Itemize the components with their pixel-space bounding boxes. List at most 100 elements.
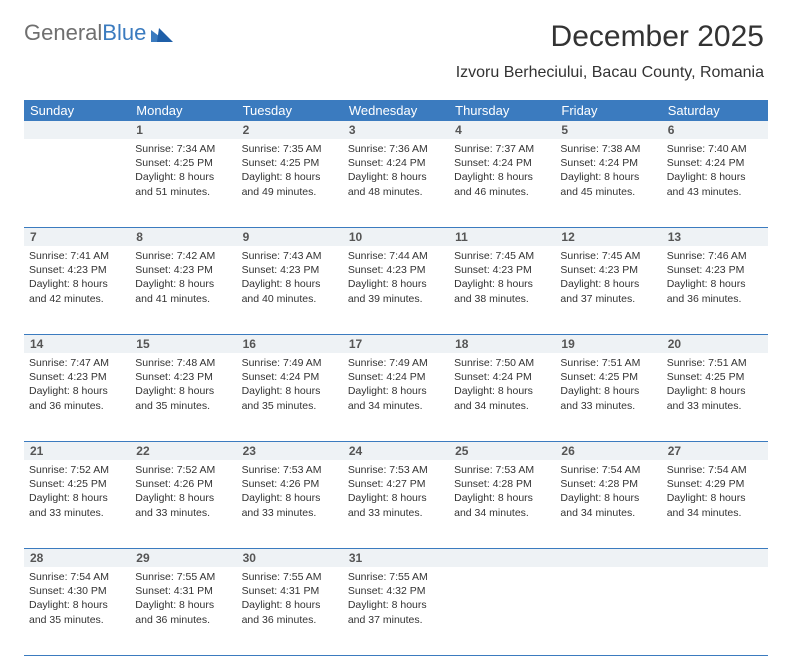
day-cell: Sunrise: 7:47 AMSunset: 4:23 PMDaylight:… [24,353,130,441]
dow-monday: Monday [130,100,236,121]
daynum-row: 78910111213 [24,228,768,246]
day-sunrise: Sunrise: 7:54 AM [560,463,656,477]
day-cell: Sunrise: 7:52 AMSunset: 4:26 PMDaylight:… [130,460,236,548]
day-sunrise: Sunrise: 7:46 AM [667,249,763,263]
day-cell: Sunrise: 7:53 AMSunset: 4:27 PMDaylight:… [343,460,449,548]
day-sunrise: Sunrise: 7:49 AM [348,356,444,370]
day-number: 14 [24,335,130,353]
day-daylight: Daylight: 8 hours and 46 minutes. [454,170,550,198]
day-cell: Sunrise: 7:48 AMSunset: 4:23 PMDaylight:… [130,353,236,441]
day-daylight: Daylight: 8 hours and 34 minutes. [454,384,550,412]
day-daylight: Daylight: 8 hours and 33 minutes. [242,491,338,519]
logo-text-general: General [24,20,102,46]
day-cell: Sunrise: 7:55 AMSunset: 4:31 PMDaylight:… [130,567,236,655]
day-daylight: Daylight: 8 hours and 45 minutes. [560,170,656,198]
day-sunset: Sunset: 4:24 PM [560,156,656,170]
day-number: 25 [449,442,555,460]
day-sunrise: Sunrise: 7:47 AM [29,356,125,370]
day-daylight: Daylight: 8 hours and 42 minutes. [29,277,125,305]
day-number: 16 [237,335,343,353]
day-daylight: Daylight: 8 hours and 49 minutes. [242,170,338,198]
calendar: Sunday Monday Tuesday Wednesday Thursday… [24,100,768,656]
day-sunset: Sunset: 4:24 PM [667,156,763,170]
day-sunrise: Sunrise: 7:45 AM [454,249,550,263]
day-sunset: Sunset: 4:29 PM [667,477,763,491]
day-sunrise: Sunrise: 7:42 AM [135,249,231,263]
daynum-row: 14151617181920 [24,335,768,353]
day-sunrise: Sunrise: 7:40 AM [667,142,763,156]
day-sunset: Sunset: 4:24 PM [348,156,444,170]
logo: General Blue [24,20,173,46]
day-number: 9 [237,228,343,246]
day-cell: Sunrise: 7:51 AMSunset: 4:25 PMDaylight:… [662,353,768,441]
day-number: . [662,549,768,567]
day-sunrise: Sunrise: 7:51 AM [667,356,763,370]
day-sunrise: Sunrise: 7:44 AM [348,249,444,263]
day-sunset: Sunset: 4:25 PM [667,370,763,384]
day-sunset: Sunset: 4:25 PM [242,156,338,170]
day-cell: Sunrise: 7:51 AMSunset: 4:25 PMDaylight:… [555,353,661,441]
day-sunset: Sunset: 4:25 PM [135,156,231,170]
day-sunset: Sunset: 4:24 PM [242,370,338,384]
day-number: 17 [343,335,449,353]
day-cell [662,567,768,655]
day-cell [449,567,555,655]
day-sunset: Sunset: 4:23 PM [560,263,656,277]
week-row: Sunrise: 7:52 AMSunset: 4:25 PMDaylight:… [24,460,768,549]
day-sunrise: Sunrise: 7:53 AM [348,463,444,477]
day-cell: Sunrise: 7:54 AMSunset: 4:28 PMDaylight:… [555,460,661,548]
day-sunset: Sunset: 4:25 PM [560,370,656,384]
day-daylight: Daylight: 8 hours and 33 minutes. [29,491,125,519]
day-daylight: Daylight: 8 hours and 33 minutes. [348,491,444,519]
day-sunset: Sunset: 4:24 PM [348,370,444,384]
day-cell: Sunrise: 7:53 AMSunset: 4:26 PMDaylight:… [237,460,343,548]
day-number: 19 [555,335,661,353]
day-sunrise: Sunrise: 7:45 AM [560,249,656,263]
day-sunset: Sunset: 4:23 PM [667,263,763,277]
day-daylight: Daylight: 8 hours and 34 minutes. [560,491,656,519]
logo-text-blue: Blue [102,20,146,46]
day-number: 30 [237,549,343,567]
day-number: . [24,121,130,139]
day-number: 20 [662,335,768,353]
daynum-row: 21222324252627 [24,442,768,460]
day-number: . [449,549,555,567]
day-sunset: Sunset: 4:26 PM [242,477,338,491]
day-cell: Sunrise: 7:37 AMSunset: 4:24 PMDaylight:… [449,139,555,227]
day-cell: Sunrise: 7:42 AMSunset: 4:23 PMDaylight:… [130,246,236,334]
day-daylight: Daylight: 8 hours and 33 minutes. [667,384,763,412]
day-sunrise: Sunrise: 7:49 AM [242,356,338,370]
day-sunset: Sunset: 4:23 PM [29,263,125,277]
dow-wednesday: Wednesday [343,100,449,121]
day-sunset: Sunset: 4:28 PM [560,477,656,491]
day-sunrise: Sunrise: 7:36 AM [348,142,444,156]
daynum-row: .123456 [24,121,768,139]
day-daylight: Daylight: 8 hours and 36 minutes. [29,384,125,412]
day-cell: Sunrise: 7:44 AMSunset: 4:23 PMDaylight:… [343,246,449,334]
day-sunrise: Sunrise: 7:55 AM [135,570,231,584]
day-sunset: Sunset: 4:23 PM [348,263,444,277]
day-sunset: Sunset: 4:25 PM [29,477,125,491]
day-number: 26 [555,442,661,460]
day-cell: Sunrise: 7:45 AMSunset: 4:23 PMDaylight:… [555,246,661,334]
day-number: 6 [662,121,768,139]
page-title: December 2025 [551,20,764,54]
day-number: 8 [130,228,236,246]
dow-thursday: Thursday [449,100,555,121]
day-daylight: Daylight: 8 hours and 35 minutes. [242,384,338,412]
day-daylight: Daylight: 8 hours and 36 minutes. [667,277,763,305]
day-cell: Sunrise: 7:50 AMSunset: 4:24 PMDaylight:… [449,353,555,441]
daynum-row: 28293031... [24,549,768,567]
day-number: 22 [130,442,236,460]
day-sunrise: Sunrise: 7:50 AM [454,356,550,370]
day-cell: Sunrise: 7:35 AMSunset: 4:25 PMDaylight:… [237,139,343,227]
day-daylight: Daylight: 8 hours and 33 minutes. [135,491,231,519]
day-sunset: Sunset: 4:31 PM [135,584,231,598]
day-sunset: Sunset: 4:32 PM [348,584,444,598]
day-daylight: Daylight: 8 hours and 40 minutes. [242,277,338,305]
day-cell [555,567,661,655]
week-row: Sunrise: 7:34 AMSunset: 4:25 PMDaylight:… [24,139,768,228]
day-sunset: Sunset: 4:31 PM [242,584,338,598]
dow-tuesday: Tuesday [237,100,343,121]
day-daylight: Daylight: 8 hours and 33 minutes. [560,384,656,412]
